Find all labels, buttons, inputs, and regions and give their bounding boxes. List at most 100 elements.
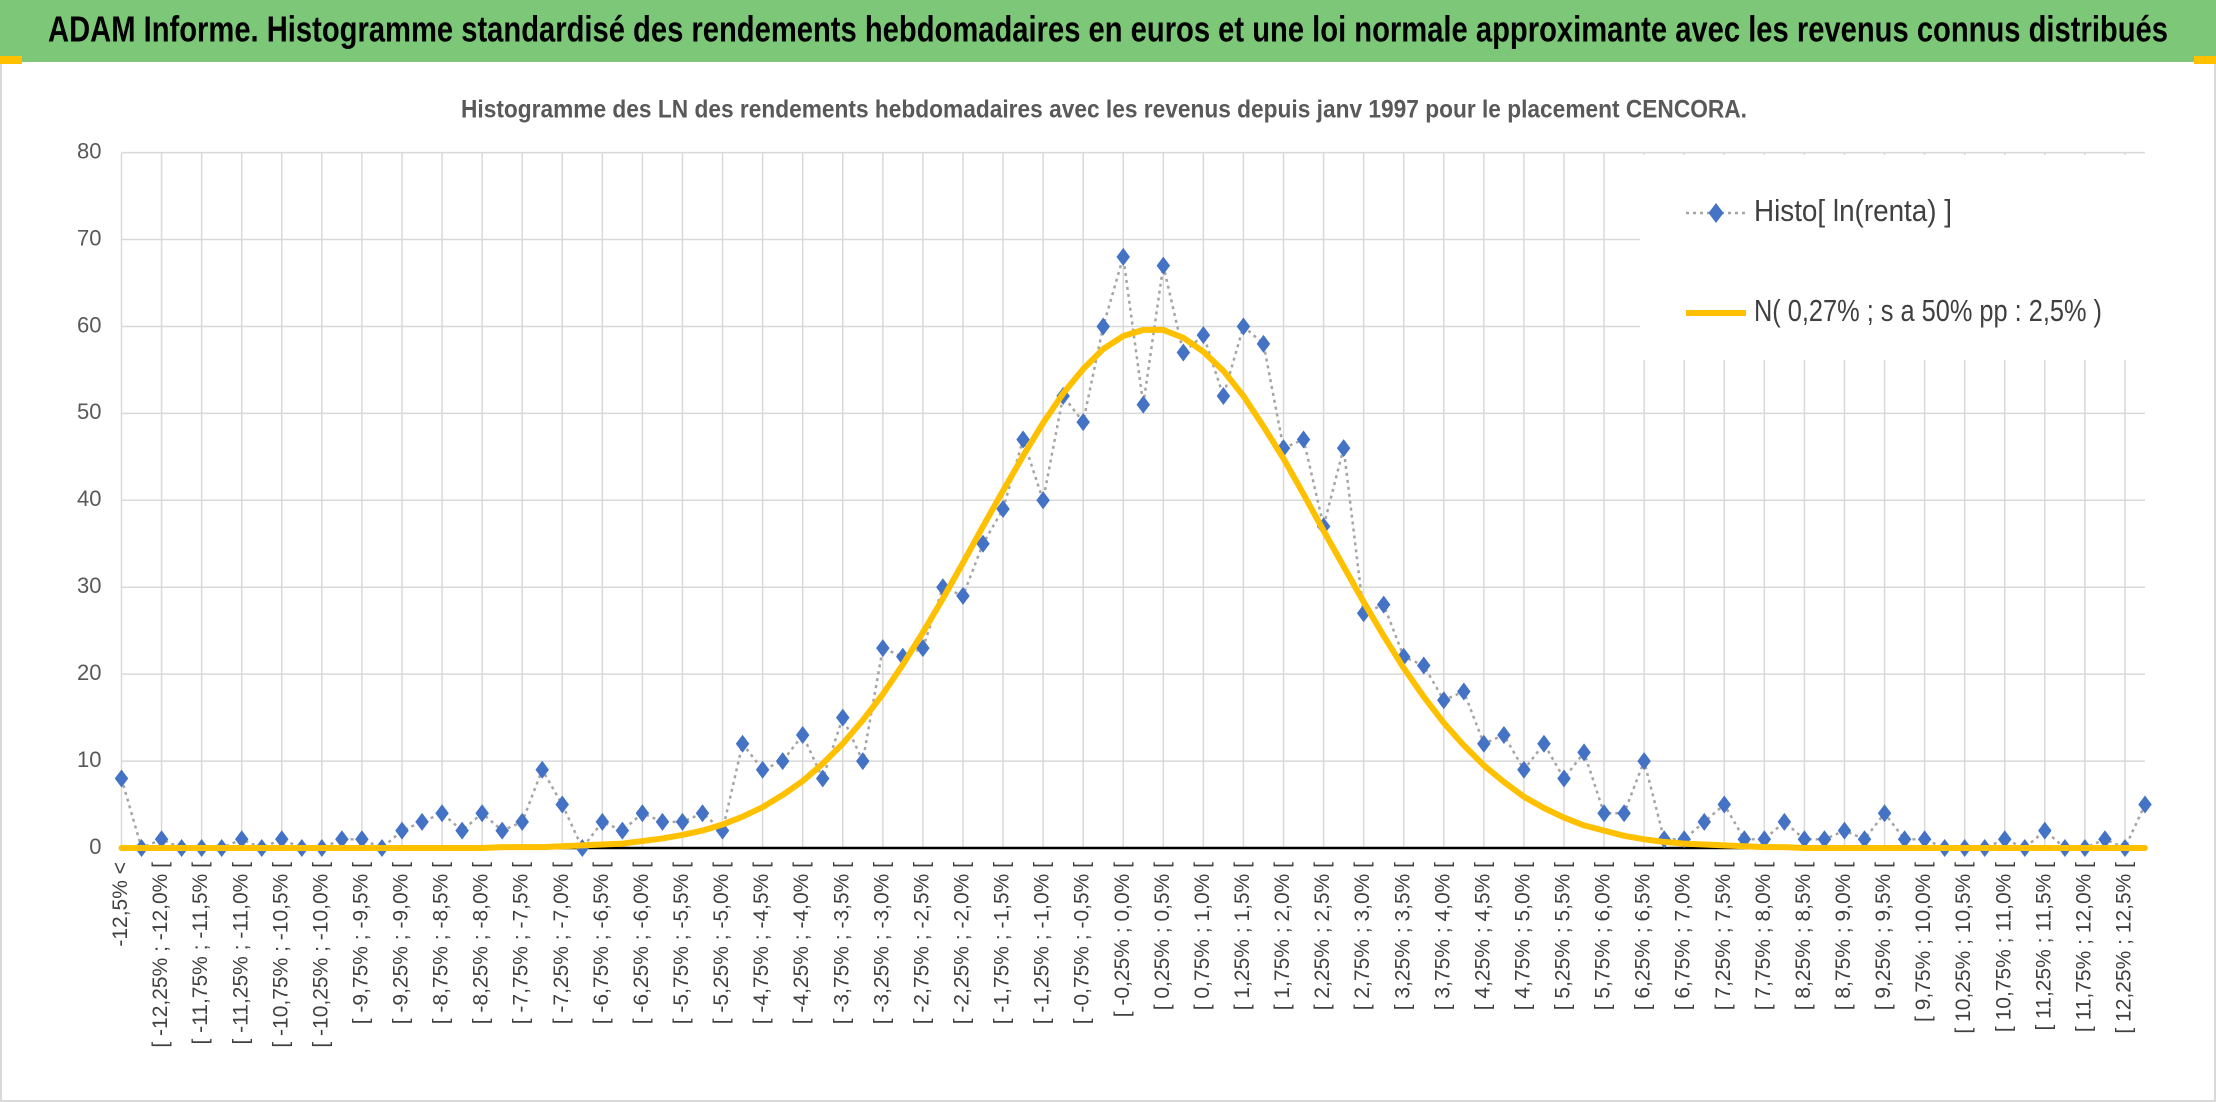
data-point xyxy=(555,795,570,814)
data-point xyxy=(996,499,1010,518)
data-point xyxy=(1497,725,1511,744)
data-point xyxy=(675,812,690,831)
data-point xyxy=(876,639,890,658)
data-point xyxy=(1557,769,1571,788)
x-tick-label: [ -5,75% ; -5,5% [ xyxy=(670,862,693,1024)
data-point xyxy=(475,804,489,823)
x-tick-label: [ -6,25% ; -6,0% [ xyxy=(630,862,653,1024)
data-point xyxy=(815,769,830,788)
data-point xyxy=(1216,386,1231,405)
x-tick-label: [ -3,75% ; -3,5% [ xyxy=(830,862,853,1024)
x-tick-label: [ -9,25% ; -9,0% [ xyxy=(390,862,413,1024)
data-point xyxy=(735,734,750,753)
data-point xyxy=(1477,734,1491,753)
x-tick-label: [ 12,25% ; 12,5% [ xyxy=(2113,862,2136,1034)
x-tick-label: [ 5,25% ; 5,5% [ xyxy=(1552,862,1575,1010)
header-banner xyxy=(0,0,2216,62)
data-point xyxy=(355,830,369,849)
y-tick-label: 0 xyxy=(89,834,101,859)
data-point xyxy=(1577,743,1591,762)
x-tick-label: [ 10,25% ; 10,5% [ xyxy=(1952,862,1975,1034)
data-point xyxy=(1196,326,1211,345)
data-point xyxy=(1897,830,1912,849)
data-point xyxy=(335,830,349,849)
data-point xyxy=(775,752,790,771)
data-point xyxy=(1417,656,1431,675)
x-tick-label: [ 9,25% ; 9,5% [ xyxy=(1872,862,1895,1010)
x-tick-label: [ -4,25% ; -4,0% [ xyxy=(790,862,813,1024)
data-point xyxy=(1877,804,1892,823)
x-tick-label: [ -12,25% ; -12,0% [ xyxy=(149,862,172,1048)
data-point xyxy=(595,812,610,831)
data-point xyxy=(234,830,249,849)
data-point xyxy=(2098,830,2112,849)
data-point xyxy=(835,708,850,727)
x-tick-label: [ -8,25% ; -8,0% [ xyxy=(470,862,493,1024)
x-tick-label: [ 5,75% ; 6,0% [ xyxy=(1592,862,1615,1010)
data-point xyxy=(956,586,970,605)
data-point xyxy=(1717,795,1732,814)
data-point xyxy=(615,821,630,840)
page-title: ADAM Informe. Histogramme standardisé de… xyxy=(48,9,2168,50)
data-point xyxy=(916,639,930,658)
x-tick-label: [ -2,25% ; -2,0% [ xyxy=(951,862,974,1024)
x-tick-label: [ 6,75% ; 7,0% [ xyxy=(1672,862,1695,1010)
y-tick-label: 60 xyxy=(77,312,101,337)
x-tick-label: [ -9,75% ; -9,5% [ xyxy=(349,862,372,1024)
data-point xyxy=(1116,247,1130,266)
x-tick-label: [ 1,25% ; 1,5% [ xyxy=(1231,862,1254,1010)
y-tick-label: 30 xyxy=(77,573,101,598)
x-tick-label: [ 11,75% ; 12,0% [ xyxy=(2072,862,2095,1032)
x-tick-label: [ -1,25% ; -1,0% [ xyxy=(1031,862,1054,1024)
x-tick-label: [ 7,25% ; 7,5% [ xyxy=(1712,862,1735,1010)
y-tick-label: 50 xyxy=(77,399,101,424)
data-point xyxy=(1777,812,1792,831)
data-point xyxy=(114,769,129,788)
data-point xyxy=(515,812,529,831)
x-tick-label: [ -10,25% ; -10,0% [ xyxy=(309,862,332,1048)
data-point xyxy=(1336,439,1351,458)
data-point xyxy=(856,752,870,771)
data-point xyxy=(1036,491,1050,510)
data-point xyxy=(2038,821,2052,840)
x-tick-label: [ -4,75% ; -4,5% [ xyxy=(750,862,773,1024)
x-tick-label: [ -10,75% ; -10,5% [ xyxy=(269,862,292,1048)
data-point xyxy=(1857,830,1872,849)
data-point xyxy=(1096,317,1110,336)
data-point xyxy=(1437,691,1451,710)
x-tick-label: [ 3,75% ; 4,0% [ xyxy=(1431,862,1454,1010)
x-tick-label: [ -8,75% ; -8,5% [ xyxy=(430,862,453,1024)
x-tick-label: [ 0,25% ; 0,5% [ xyxy=(1151,862,1174,1010)
x-tick-label: [ -5,25% ; -5,0% [ xyxy=(710,862,733,1024)
data-point xyxy=(1637,752,1651,771)
data-point xyxy=(1156,256,1171,275)
y-tick-label: 20 xyxy=(77,660,101,685)
x-tick-label: [ 10,75% ; 11,0% [ xyxy=(1992,862,2015,1032)
data-point xyxy=(1457,682,1471,701)
x-tick-label: [ -2,75% ; -2,5% [ xyxy=(910,862,933,1024)
x-tick-label: [ 9,75% ; 10,0% [ xyxy=(1912,862,1935,1022)
x-tick-label: [ -6,75% ; -6,5% [ xyxy=(590,862,613,1024)
chart-title: Histogramme des LN des rendements hebdom… xyxy=(461,96,1747,124)
data-point xyxy=(1296,430,1311,449)
x-tick-label: [ 6,25% ; 6,5% [ xyxy=(1632,862,1655,1010)
data-point xyxy=(2138,795,2152,814)
data-point xyxy=(1757,830,1772,849)
x-tick-label: [ -7,75% ; -7,5% [ xyxy=(510,862,533,1024)
x-tick-label: -12,5% < xyxy=(109,862,132,947)
data-point xyxy=(1236,317,1251,336)
data-point xyxy=(1136,395,1151,414)
data-point xyxy=(1176,343,1191,362)
data-point xyxy=(1998,830,2012,849)
x-tick-label: [ 11,25% ; 11,5% [ xyxy=(2032,862,2055,1031)
x-tick-label: [ 7,75% ; 8,0% [ xyxy=(1752,862,1775,1010)
data-point xyxy=(1597,804,1611,823)
data-point xyxy=(1917,830,1932,849)
data-point xyxy=(755,760,770,779)
x-tick-label: [ 8,25% ; 8,5% [ xyxy=(1792,862,1815,1010)
x-tick-label: [ -0,25% ; 0,0% [ xyxy=(1111,862,1134,1017)
x-tick-label: [ -1,75% ; -1,5% [ xyxy=(991,862,1014,1024)
x-tick-label: [ 8,75% ; 9,0% [ xyxy=(1832,862,1855,1010)
data-point xyxy=(1537,734,1551,753)
data-point xyxy=(1797,830,1812,849)
